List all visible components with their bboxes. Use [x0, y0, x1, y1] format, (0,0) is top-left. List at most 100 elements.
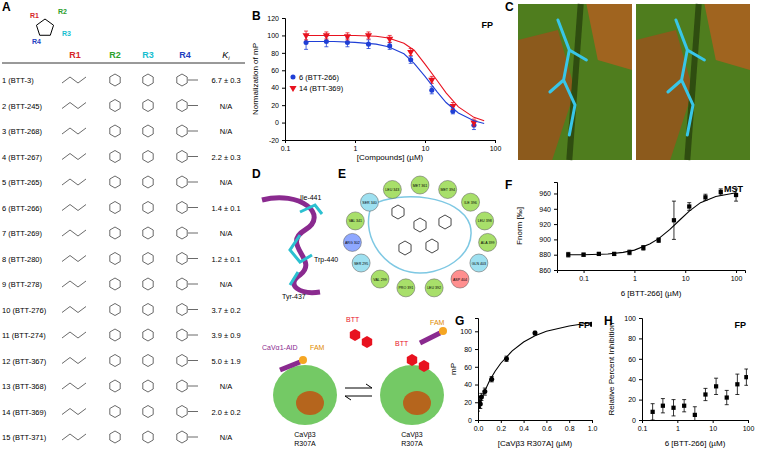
error-bar	[661, 399, 665, 413]
tick-mark	[554, 224, 557, 225]
tick-mark	[685, 270, 686, 273]
tick: 80	[464, 346, 478, 353]
residue-node	[425, 279, 443, 297]
mutant-label: R307A	[294, 440, 316, 447]
residue-node	[479, 233, 497, 251]
tick-label: 0.8	[565, 425, 575, 432]
panel-letter: C	[505, 0, 514, 14]
r4-substituent	[188, 105, 198, 106]
data-point	[693, 413, 697, 417]
legend-marker	[290, 74, 295, 79]
protein-label: CaVβ3	[401, 431, 423, 439]
annotation: FP	[481, 20, 493, 30]
r1-group	[62, 332, 86, 338]
row-label: 14 (BTT-369)	[2, 408, 47, 417]
r4-substituent	[188, 182, 198, 183]
data-point	[407, 50, 414, 56]
btt-molecule	[362, 336, 372, 348]
r4-substituent	[188, 233, 198, 234]
r-group-ring	[143, 329, 153, 341]
legend-entry: 6 (BTT-266)	[299, 73, 340, 82]
chart-panel: H0.11101000204060801006 [BTT-266] (µM)Re…	[604, 314, 754, 448]
tick-label: 900	[539, 236, 551, 243]
tick-mark	[736, 270, 737, 273]
residue-node	[411, 176, 429, 194]
tick: 40	[271, 84, 285, 91]
tick-label: 0.0	[474, 425, 484, 432]
error-bar	[651, 404, 655, 420]
x-axis: 0.1110100	[281, 140, 502, 152]
tick-mark	[282, 105, 285, 106]
error-bar	[672, 201, 676, 239]
panel-letter: F	[505, 178, 512, 192]
tick-label: 60	[464, 364, 472, 371]
tick-mark	[592, 420, 593, 423]
protein-label: CaVβ3	[294, 431, 316, 439]
mutant-label: R307A	[401, 440, 423, 447]
residue-node	[383, 180, 401, 198]
tick: 20	[464, 399, 478, 406]
tick-mark	[639, 379, 642, 380]
panel-letter: A	[2, 0, 11, 14]
tick-label: 120	[267, 15, 279, 22]
tick-mark	[639, 318, 642, 319]
tick: 10	[422, 140, 430, 152]
error-bar	[703, 388, 707, 400]
panel-g-diagram: CaVβ3R307ACaVβ3R307ACaVα1-AIDFAMFAMBTTBT…	[262, 316, 447, 447]
tick-label: 860	[539, 267, 551, 274]
r-group-ring	[110, 304, 120, 316]
r-group-ring	[110, 329, 120, 341]
ki-value: 2.0 ± 0.2	[211, 408, 240, 417]
tick-label: 100	[624, 315, 636, 322]
tick-mark	[524, 420, 525, 423]
r4-substituent	[188, 284, 198, 285]
residue-label: VAL 299	[373, 278, 386, 282]
r4-substituent	[188, 207, 198, 208]
chart-panel: G0.00.20.40.60.81.0020406080100[CaVβ3 R3…	[449, 314, 597, 448]
r-group-ring	[177, 431, 187, 443]
ligand-ring	[399, 241, 411, 255]
tick: 0	[468, 417, 478, 424]
row-label: 8 (BTT-280)	[2, 255, 43, 264]
tick: 0.6	[542, 420, 552, 432]
data-point	[428, 78, 435, 84]
r1-group	[62, 230, 86, 236]
fit-line	[306, 42, 484, 124]
tick-label: 100	[267, 32, 279, 39]
tick: 100	[743, 420, 755, 432]
ligand-ring	[414, 218, 426, 232]
x-axis-title: [Compounds] (µM)	[357, 153, 424, 162]
tick-mark	[282, 123, 285, 124]
aid-helix	[420, 333, 440, 343]
data-point	[651, 410, 655, 414]
surface-patch	[704, 4, 750, 70]
error-bar	[703, 194, 707, 200]
r4-substituent	[188, 156, 198, 157]
tick: 60	[271, 67, 285, 74]
r-group-ring	[143, 176, 153, 188]
plot-area	[651, 369, 748, 420]
r-group-ring	[143, 227, 153, 239]
tick-label: 100	[743, 425, 755, 432]
tick-mark	[748, 420, 749, 423]
tick-label: 920	[539, 221, 551, 228]
r1-group	[62, 205, 86, 211]
ki-value: 1.4 ± 0.1	[211, 204, 240, 213]
ligand-pocket	[368, 197, 471, 273]
surface-ridge	[569, 4, 580, 160]
ki-value: N/A	[220, 229, 233, 238]
ligand-sticks	[550, 20, 586, 135]
tick-mark	[546, 420, 547, 423]
r1-group	[62, 154, 86, 160]
r4-substituent	[188, 309, 198, 310]
r-group-ring	[110, 151, 120, 163]
r-group-ring	[143, 202, 153, 214]
row-label: 3 (BTT-268)	[2, 127, 43, 136]
data-point	[687, 204, 691, 208]
fam-label: FAM	[310, 344, 325, 351]
error-bar	[714, 378, 718, 394]
r-group-ring	[143, 431, 153, 443]
axis-line	[479, 421, 593, 424]
r-group-ring	[110, 74, 120, 86]
row-label: 11 (BTT-274)	[2, 331, 46, 340]
